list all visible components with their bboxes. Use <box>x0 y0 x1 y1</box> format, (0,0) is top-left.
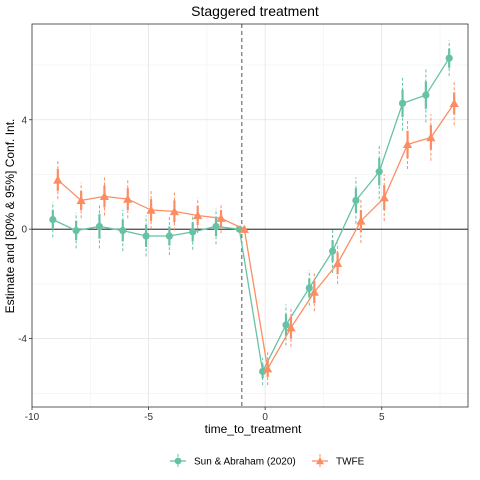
series-line <box>52 57 450 374</box>
chart-title: Staggered treatment <box>191 3 319 19</box>
data-point <box>212 222 220 231</box>
legend-item: TWFE <box>312 454 365 468</box>
x-axis-title: time_to_treatment <box>205 422 302 436</box>
data-point <box>305 284 313 292</box>
data-point <box>329 247 337 255</box>
x-tick-label: 0 <box>262 412 268 423</box>
data-point <box>123 194 133 203</box>
data-point <box>426 132 436 142</box>
legend-label: TWFE <box>336 457 365 468</box>
y-tick-label: 0 <box>21 225 27 236</box>
legend-key-marker <box>316 457 324 465</box>
data-point <box>398 99 407 107</box>
data-point <box>193 210 203 220</box>
data-point <box>216 213 226 222</box>
plot-panel <box>32 24 468 407</box>
data-point <box>282 321 290 329</box>
legend-key-marker <box>174 457 182 465</box>
data-point <box>263 364 273 373</box>
data-point <box>119 226 127 235</box>
data-point <box>449 98 459 108</box>
series-line <box>57 102 455 371</box>
data-point <box>72 226 80 235</box>
data-point <box>95 222 104 231</box>
data-point <box>76 195 86 205</box>
data-point <box>239 224 249 233</box>
data-point <box>146 205 156 214</box>
panel-border <box>31 23 469 408</box>
data-point <box>259 367 267 376</box>
y-axis-title: Estimate and [80% & 95%] Conf. Int. <box>3 119 17 314</box>
data-point <box>445 54 453 62</box>
data-point <box>165 232 173 240</box>
data-point <box>422 91 430 99</box>
data-point <box>189 228 197 236</box>
legend-label: Sun & Abraham (2020) <box>194 457 296 468</box>
x-tick-label: -10 <box>25 412 40 423</box>
x-tick-label: -5 <box>144 412 153 423</box>
y-tick-label: -4 <box>18 334 27 345</box>
x-tick-label: 5 <box>379 412 385 423</box>
legend-item: Sun & Abraham (2020) <box>170 454 296 468</box>
data-point <box>49 216 57 224</box>
y-tick-label: 4 <box>21 115 27 126</box>
data-point <box>309 287 319 296</box>
data-point <box>379 193 389 202</box>
data-point <box>286 323 296 332</box>
data-point <box>99 191 110 201</box>
data-point <box>356 216 366 225</box>
data-point <box>53 175 63 184</box>
series-2 <box>53 81 459 386</box>
data-point <box>402 139 413 149</box>
data-point <box>375 168 383 176</box>
data-point <box>169 206 179 216</box>
legend: Sun & Abraham (2020) TWFE <box>170 454 365 468</box>
data-point <box>352 196 360 205</box>
data-point <box>142 232 150 240</box>
data-point <box>333 258 343 268</box>
